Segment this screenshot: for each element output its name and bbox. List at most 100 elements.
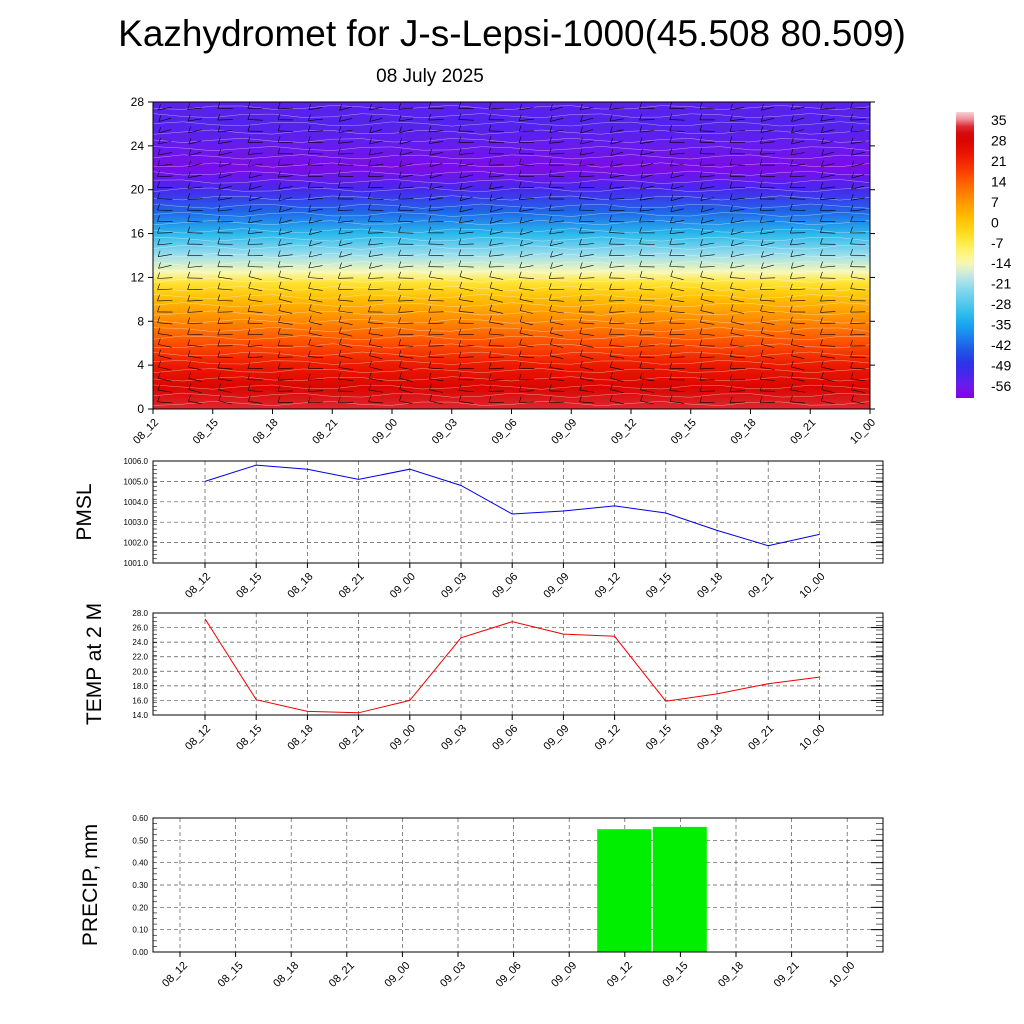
wind-barb-flag [217, 102, 221, 109]
wind-barb-flag [609, 204, 612, 211]
wind-barb [670, 401, 685, 404]
x-tick-label: 10_00 [827, 960, 857, 990]
wind-barb [579, 389, 594, 393]
wind-barb-flag [187, 215, 190, 222]
x-tick-label: 09_18 [716, 960, 746, 990]
wind-barb-flag [820, 394, 824, 402]
wind-barb-flag [369, 115, 372, 122]
wind-barb-flag [428, 351, 431, 358]
wind-barb [550, 253, 563, 258]
wind-barb-flag [550, 327, 553, 334]
wind-barb [760, 310, 775, 314]
wind-barb-flag [579, 148, 583, 156]
wind-barb-flag [820, 193, 823, 200]
wind-barb-flag [489, 239, 492, 246]
wind-barb [790, 254, 805, 257]
wind-barb [459, 299, 474, 303]
x-tick-label: 09_15 [669, 417, 699, 447]
wind-barb [158, 152, 172, 156]
wind-barb [580, 106, 594, 111]
wind-barb-flag [609, 171, 613, 178]
wind-barb-flag [549, 115, 553, 122]
wind-barb-flag [308, 193, 311, 200]
wind-barb-flag [309, 239, 312, 246]
y-tick-label: 8 [137, 314, 144, 328]
wind-barb-flag [518, 373, 522, 381]
wind-barb-flag [790, 283, 793, 290]
wind-barb [217, 288, 233, 291]
wind-barb-flag [489, 293, 493, 300]
wind-barb [429, 163, 443, 167]
wind-barb-flag [309, 228, 312, 235]
wind-barb [790, 277, 806, 279]
panel-frame [152, 612, 884, 716]
wind-barb-flag [188, 361, 191, 368]
wind-barb [489, 254, 504, 257]
wind-barb [157, 322, 173, 325]
wind-barb [218, 163, 232, 168]
chart-title: Kazhydromet for J-s-Lepsi-1000(45.508 80… [118, 13, 906, 54]
wind-barb [247, 108, 263, 110]
wind-barb-flag [248, 160, 251, 167]
wind-barb-flag [398, 295, 401, 302]
wind-barb [308, 118, 323, 121]
wind-barb [699, 367, 715, 370]
wind-barb [217, 254, 233, 257]
wind-barb [520, 310, 534, 314]
wind-barb [368, 333, 384, 336]
wind-barb [549, 378, 565, 381]
wind-barb [760, 129, 775, 133]
x-tick-label: 08_18 [271, 960, 301, 990]
wind-barb [549, 209, 565, 211]
wind-barb [821, 389, 835, 393]
wind-barb [730, 332, 745, 337]
wind-barb-flag [368, 250, 372, 257]
wind-barb [790, 401, 806, 404]
wind-barb [850, 333, 866, 336]
wind-barb-flag [308, 315, 312, 322]
wind-barb-flag [548, 396, 552, 403]
wind-barb [761, 344, 775, 348]
wind-barb-flag [610, 160, 613, 167]
wind-barb [821, 129, 835, 133]
wind-barb [820, 345, 836, 347]
wind-barb [308, 265, 323, 269]
wind-barb [699, 130, 715, 132]
wind-barb-flag [700, 217, 704, 224]
wind-barb [157, 401, 173, 404]
wind-barb [489, 310, 504, 314]
pmsl-panel: 1001.0 1002.0 1003.0 1004.0 1005.0 1006.0 08_1… [73, 457, 884, 601]
wind-barb-flag [518, 350, 522, 357]
wind-barb-flag [548, 283, 552, 290]
contour-line [153, 294, 870, 300]
wind-barb-flag [428, 137, 432, 144]
wind-barb-flag [157, 227, 160, 234]
wind-barb-flag [247, 136, 251, 143]
wind-barb [670, 287, 684, 292]
wind-barb-flag [459, 183, 463, 190]
wind-barb-flag [731, 239, 734, 246]
wind-barb-flag [669, 238, 673, 245]
wind-barb [700, 298, 714, 303]
wind-barb-flag [640, 160, 644, 167]
wind-barb [790, 322, 806, 325]
wind-barb [609, 232, 625, 234]
wind-barb-flag [791, 360, 794, 368]
y-tick-label: 0.20 [132, 903, 148, 912]
wind-barb-flag [639, 226, 642, 233]
wind-barb-flag [458, 340, 462, 347]
wind-barb-flag [639, 125, 643, 132]
wind-barb-flag [760, 315, 764, 323]
wind-barb [488, 266, 504, 268]
y-axis-title: PMSL [73, 483, 96, 540]
wind-barb-flag [760, 126, 764, 133]
wind-barb [790, 243, 806, 246]
wind-barb-flag [729, 385, 733, 392]
wind-barb-flag [398, 226, 401, 233]
wind-barb [218, 400, 232, 405]
wind-barb-flag [579, 203, 582, 211]
wind-barb-flag [307, 158, 311, 165]
wind-barb [669, 231, 685, 234]
wind-barb-flag [850, 270, 854, 278]
wind-barb [851, 400, 865, 405]
